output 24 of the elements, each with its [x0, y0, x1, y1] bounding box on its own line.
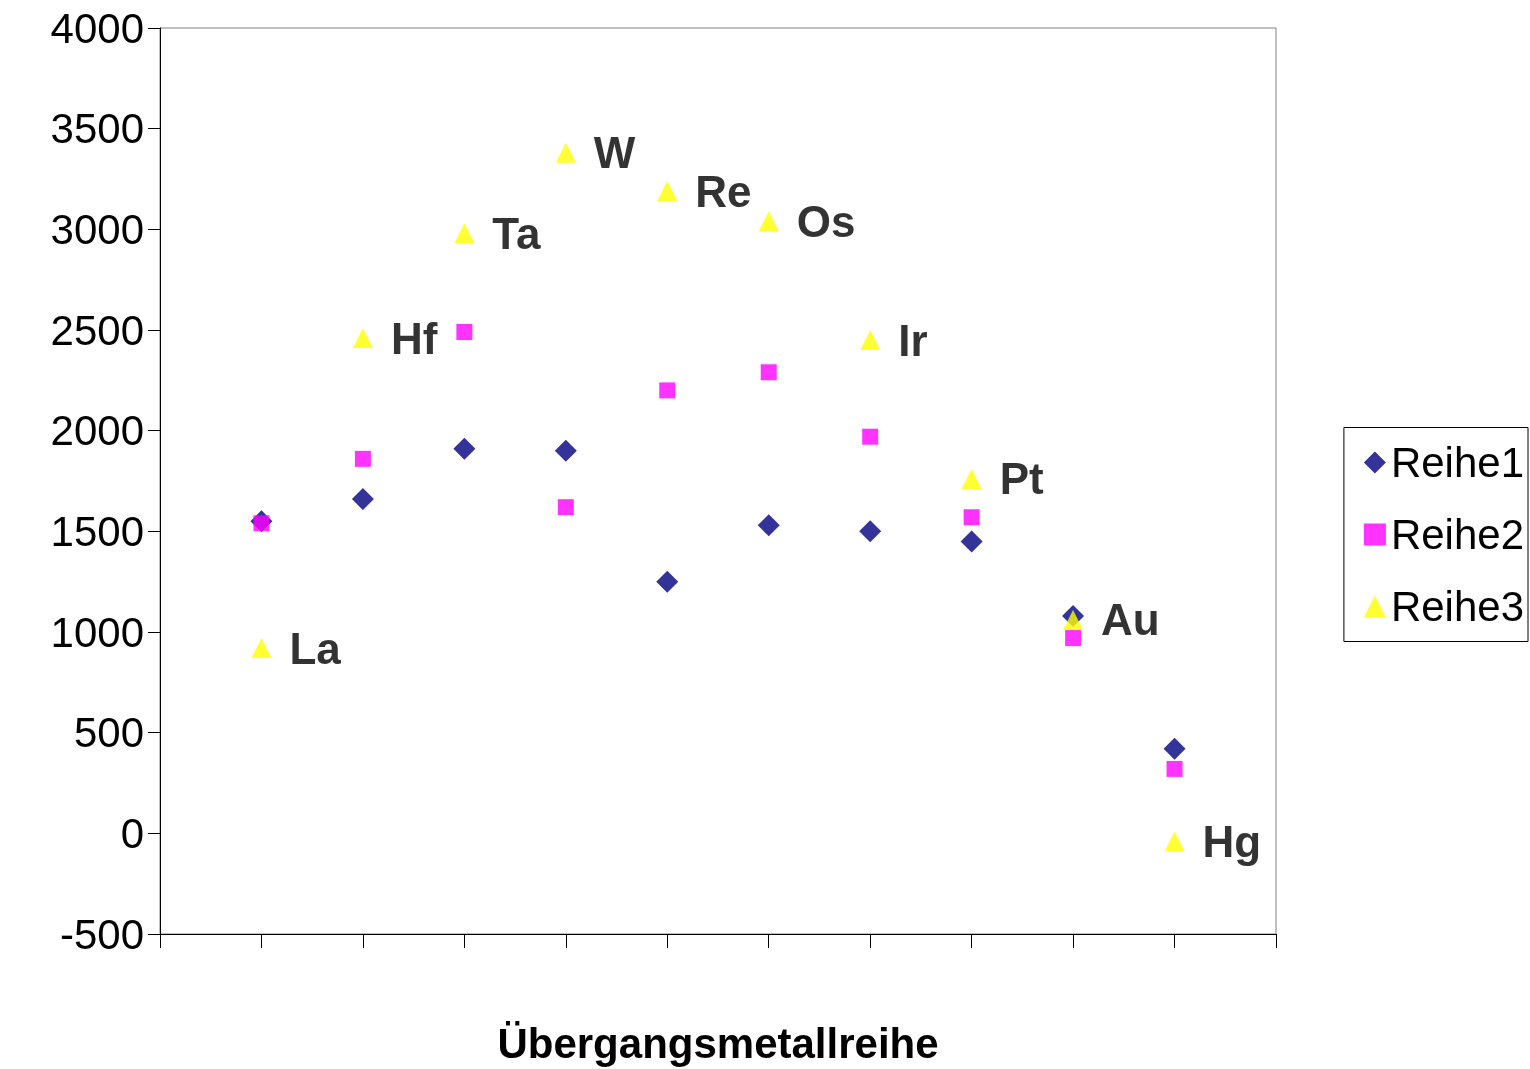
y-tick-label: 4000 [50, 4, 144, 52]
y-tick-label: 3000 [50, 205, 144, 253]
y-tick-label: 0 [120, 809, 144, 857]
y-tick-label: 1000 [50, 608, 144, 656]
y-tick-label: 1500 [50, 507, 144, 555]
y-tick-label: -500 [59, 910, 144, 958]
data-label: Re [695, 166, 752, 216]
data-label: Au [1101, 595, 1160, 645]
data-label: Hf [390, 313, 438, 363]
y-tick-label: 2000 [50, 407, 144, 455]
data-label: W [593, 128, 636, 178]
data-label: Hg [1202, 816, 1262, 866]
legend-label: Reihe1 [1390, 439, 1525, 486]
y-tick-label: 500 [73, 709, 144, 757]
data-label: Ta [492, 208, 541, 258]
legend-label: Reihe3 [1390, 583, 1525, 630]
y-tick-label: 2500 [50, 306, 144, 354]
data-label: La [289, 623, 342, 673]
data-label: Pt [999, 454, 1044, 504]
x-axis-title: Übergangsmetallreihe [497, 1019, 939, 1067]
y-tick-label: 3500 [50, 105, 144, 153]
data-label: Ir [898, 315, 928, 365]
data-label: Os [796, 196, 856, 246]
legend-label: Reihe2 [1390, 511, 1525, 558]
